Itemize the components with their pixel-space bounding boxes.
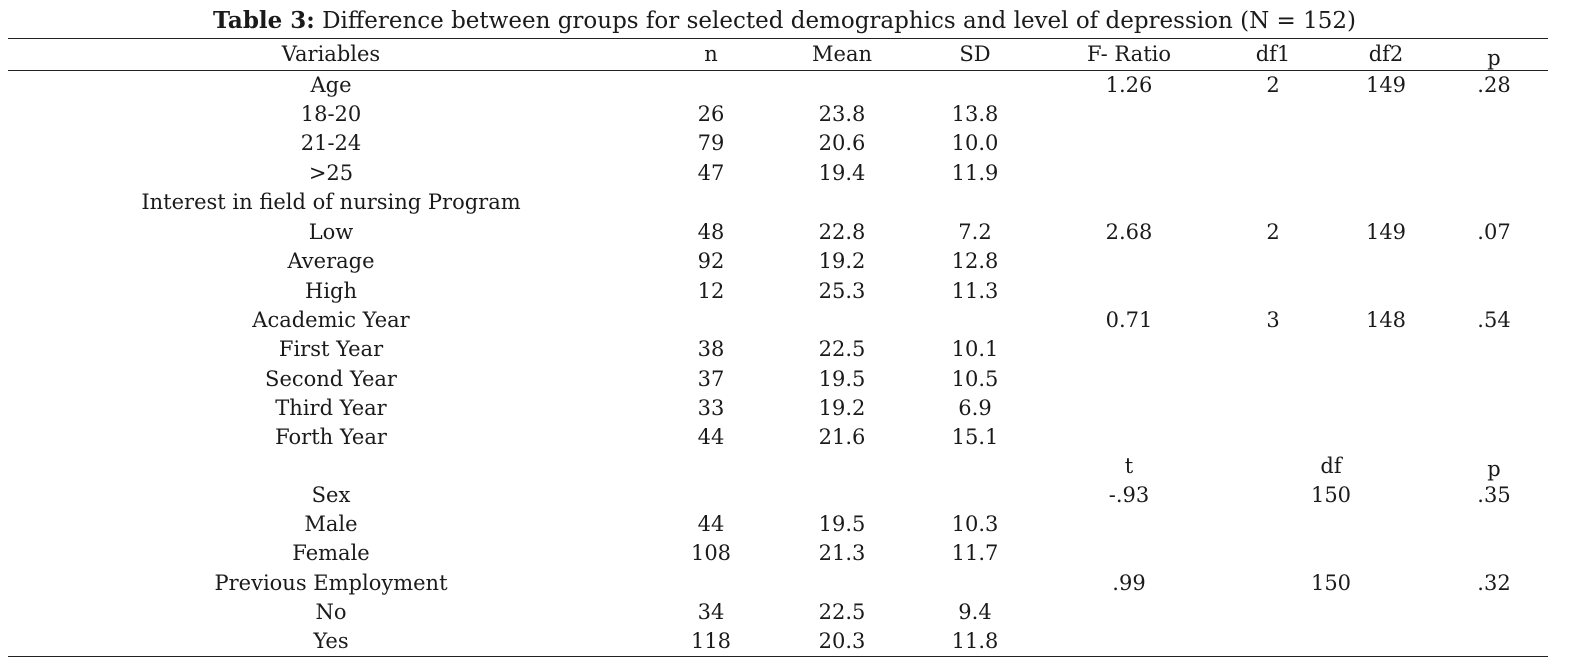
row-variable: Second Year: [265, 367, 397, 391]
row-mean: 21.6: [818, 425, 866, 449]
row-variable: >25: [308, 161, 354, 185]
bottom-rule: [8, 656, 1548, 657]
row-sd: 10.5: [951, 367, 999, 391]
row-variable: First Year: [278, 337, 384, 361]
subheader-t: t: [1124, 454, 1134, 478]
row-p: .54: [1477, 308, 1511, 332]
row-df1: 2: [1266, 73, 1280, 97]
row-mean: 22.5: [818, 600, 866, 624]
table-caption: Table 3: Difference between groups for s…: [0, 4, 1569, 38]
row-variable: Yes: [313, 629, 349, 653]
row-p: .35: [1477, 483, 1511, 507]
row-sd: 10.0: [951, 131, 999, 155]
row-variable: Forth Year: [275, 425, 387, 449]
row-variable: 18-20: [300, 102, 362, 126]
row-p: .32: [1477, 571, 1511, 595]
subheader-p: p: [1487, 457, 1501, 481]
row-n: 118: [690, 629, 732, 653]
row-df1: 3: [1266, 308, 1280, 332]
header-rule: [8, 70, 1548, 71]
row-sd: 11.8: [951, 629, 999, 653]
row-df: 150: [1310, 483, 1352, 507]
row-n: 34: [697, 600, 725, 624]
row-sd: 11.7: [951, 541, 999, 565]
row-p: .07: [1477, 220, 1511, 244]
row-variable: Academic Year: [252, 308, 410, 332]
row-variable: Previous Employment: [214, 571, 448, 595]
row-n: 12: [697, 279, 725, 303]
row-mean: 19.2: [818, 249, 866, 273]
row-mean: 20.6: [818, 131, 866, 155]
row-mean: 23.8: [818, 102, 866, 126]
row-sd: 15.1: [951, 425, 999, 449]
row-n: 37: [697, 367, 725, 391]
row-variable: High: [305, 279, 357, 303]
row-mean: 22.5: [818, 337, 866, 361]
row-variable: Interest in field of nursing Program: [141, 190, 521, 214]
row-n: 48: [697, 220, 725, 244]
header-df2: df2: [1368, 42, 1404, 66]
row-n: 47: [697, 161, 725, 185]
row-sd: 6.9: [958, 396, 992, 420]
row-df2: 148: [1365, 308, 1407, 332]
subheader-df: df: [1320, 454, 1342, 478]
row-n: 33: [697, 396, 725, 420]
row-sd: 11.9: [951, 161, 999, 185]
row-df: 150: [1310, 571, 1352, 595]
row-t: -.93: [1108, 483, 1150, 507]
row-df2: 149: [1365, 73, 1407, 97]
header-df1: df1: [1255, 42, 1291, 66]
row-mean: 25.3: [818, 279, 866, 303]
row-mean: 22.8: [818, 220, 866, 244]
row-sd: 12.8: [951, 249, 999, 273]
row-f: 1.26: [1105, 73, 1153, 97]
row-df2: 149: [1365, 220, 1407, 244]
row-sd: 10.1: [951, 337, 999, 361]
row-variable: 21-24: [300, 131, 362, 155]
row-f: 0.71: [1105, 308, 1153, 332]
row-n: 79: [697, 131, 725, 155]
row-sd: 9.4: [958, 600, 992, 624]
row-variable: Age: [310, 73, 352, 97]
header-f-ratio: F- Ratio: [1086, 42, 1172, 66]
row-n: 44: [697, 425, 725, 449]
row-variable: Low: [308, 220, 354, 244]
header-mean: Mean: [812, 42, 872, 66]
row-variable: Female: [292, 541, 370, 565]
row-sd: 7.2: [958, 220, 992, 244]
header-p: p: [1487, 46, 1501, 70]
row-mean: 19.5: [818, 512, 866, 536]
row-sd: 11.3: [951, 279, 999, 303]
header-variables: Variables: [281, 42, 381, 66]
row-n: 26: [697, 102, 725, 126]
row-mean: 19.5: [818, 367, 866, 391]
row-df1: 2: [1266, 220, 1280, 244]
table-caption-label: Table 3:: [213, 7, 315, 34]
row-sd: 13.8: [951, 102, 999, 126]
row-p: .28: [1477, 73, 1511, 97]
row-variable: Sex: [311, 483, 351, 507]
header-sd: SD: [959, 42, 991, 66]
row-variable: Male: [304, 512, 358, 536]
row-mean: 20.3: [818, 629, 866, 653]
row-n: 92: [697, 249, 725, 273]
row-mean: 21.3: [818, 541, 866, 565]
row-t: .99: [1112, 571, 1146, 595]
row-variable: Third Year: [275, 396, 387, 420]
row-variable: Average: [287, 249, 375, 273]
row-n: 44: [697, 512, 725, 536]
top-rule: [8, 38, 1548, 39]
row-f: 2.68: [1105, 220, 1153, 244]
row-sd: 10.3: [951, 512, 999, 536]
table-caption-text: Difference between groups for selected d…: [314, 8, 1356, 34]
row-variable: No: [315, 600, 347, 624]
header-n: n: [704, 42, 718, 66]
row-n: 38: [697, 337, 725, 361]
row-n: 108: [690, 541, 732, 565]
row-mean: 19.4: [818, 161, 866, 185]
row-mean: 19.2: [818, 396, 866, 420]
